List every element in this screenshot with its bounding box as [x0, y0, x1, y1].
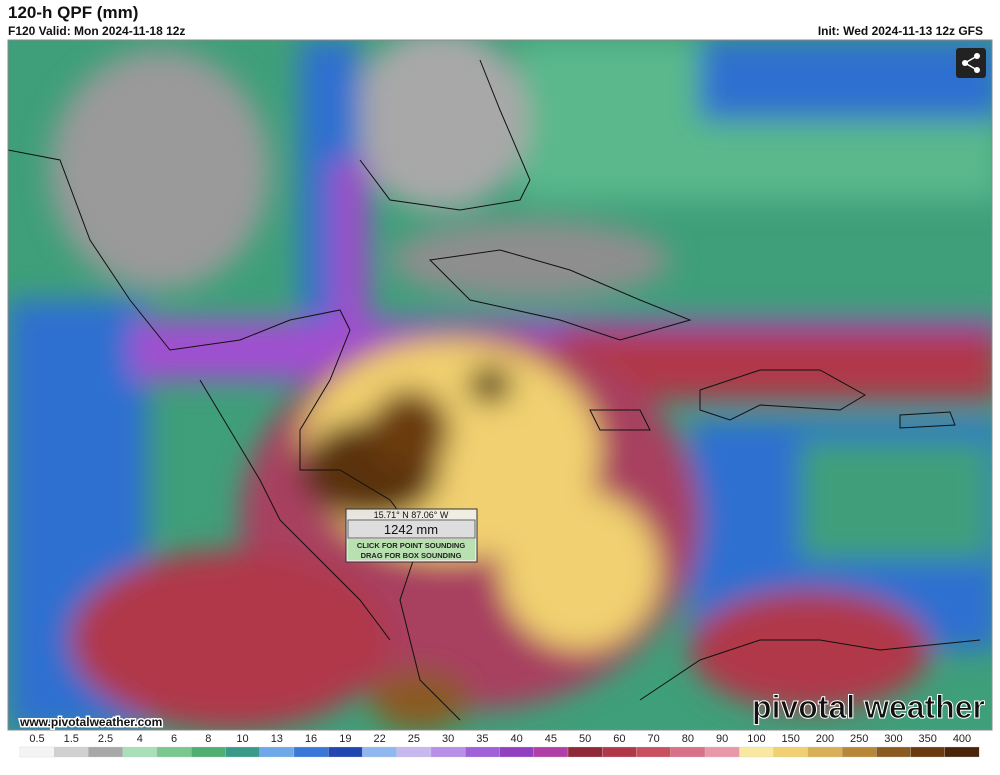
colorbar-swatch [19, 746, 55, 758]
colorbar-label: 350 [919, 733, 937, 745]
colorbar-label: 40 [511, 733, 523, 745]
valid-time: F120 Valid: Mon 2024-11-18 12z [8, 24, 185, 38]
colorbar-swatch [156, 746, 192, 758]
colorbar-swatch [841, 746, 877, 758]
colorbar-label: 300 [884, 733, 902, 745]
colorbar-swatch [944, 746, 980, 758]
colorbar-label: 60 [613, 733, 625, 745]
colorbar-swatch [328, 746, 363, 758]
colorbar-swatch [670, 746, 706, 758]
colorbar-label: 1.5 [64, 733, 79, 745]
colorbar-label: 80 [682, 733, 694, 745]
colorbar-swatch [122, 746, 158, 758]
colorbar-swatch [876, 746, 911, 758]
colorbar-label: 35 [476, 733, 488, 745]
init-time: Init: Wed 2024-11-13 12z GFS [818, 24, 983, 38]
colorbar-swatch [362, 746, 397, 758]
colorbar-label: 400 [953, 733, 971, 745]
colorbar-swatch [259, 746, 295, 758]
point-tooltip[interactable]: 15.71° N 87.06° W 1242 mm CLICK FOR POIN… [345, 508, 478, 563]
colorbar-swatch [53, 746, 89, 758]
colorbar-label: 150 [782, 733, 800, 745]
colorbar-label: 16 [305, 733, 317, 745]
colorbar-swatch [88, 746, 123, 758]
tooltip-coords: 15.71° N 87.06° W [374, 510, 449, 520]
colorbar-swatch [910, 746, 946, 758]
colorbar-swatch [533, 746, 569, 758]
colorbar-label: 4 [137, 733, 143, 745]
map-frame [7, 39, 993, 731]
colorbar-swatch [191, 746, 226, 758]
colorbar-swatch [602, 746, 637, 758]
colorbar-label: 10 [236, 733, 248, 745]
colorbar-label: 6 [171, 733, 177, 745]
colorbar-label: 250 [850, 733, 868, 745]
colorbar-label: 8 [205, 733, 211, 745]
title: 120-h QPF (mm) [8, 3, 138, 22]
colorbar-label: 45 [545, 733, 557, 745]
colorbar-swatch [704, 746, 740, 758]
colorbar-label: 90 [716, 733, 728, 745]
colorbar-swatch [739, 746, 774, 758]
colorbar-label: 100 [747, 733, 765, 745]
colorbar-label: 30 [442, 733, 454, 745]
precip-field [8, 40, 992, 730]
colorbar-label: 25 [408, 733, 420, 745]
colorbar: 0.5 1.5 2.5 4 6 8 10 13 16 19 22 25 30 35 40 45 50 60 70 80… [19, 733, 980, 758]
tooltip-value: 1242 mm [384, 522, 438, 537]
colorbar-swatch [636, 746, 671, 758]
share-button[interactable] [956, 48, 986, 78]
colorbar-swatch [499, 746, 534, 758]
colorbar-swatch [430, 746, 466, 758]
colorbar-label: 19 [339, 733, 351, 745]
colorbar-label: 22 [373, 733, 385, 745]
colorbar-label: 70 [648, 733, 660, 745]
colorbar-swatch [225, 746, 260, 758]
website: www.pivotalweather.com [19, 715, 162, 729]
colorbar-label: 0.5 [29, 733, 44, 745]
tooltip-hint: CLICK FOR POINT SOUNDING [357, 541, 465, 550]
colorbar-swatch [293, 746, 329, 758]
colorbar-label: 200 [816, 733, 834, 745]
tooltip-hint: DRAG FOR BOX SOUNDING [361, 551, 462, 560]
colorbar-label: 2.5 [98, 733, 113, 745]
colorbar-swatch [567, 746, 603, 758]
colorbar-swatch [807, 746, 843, 758]
colorbar-label: 13 [271, 733, 283, 745]
logo: pivotal weather [752, 689, 985, 725]
colorbar-swatch [773, 746, 808, 758]
colorbar-label: 50 [579, 733, 591, 745]
colorbar-swatch [465, 746, 500, 758]
colorbar-swatch [396, 746, 432, 758]
